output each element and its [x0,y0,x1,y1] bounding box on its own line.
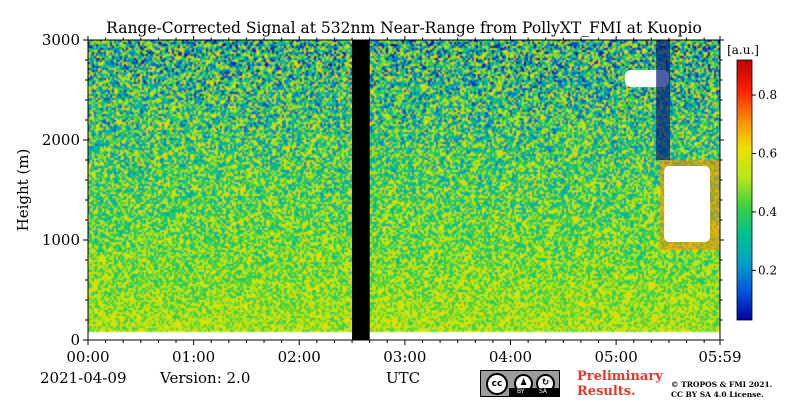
copyright-line-1: © TROPOS & FMI 2021. [671,380,773,389]
colorbar-tick-label: 0.6 [758,146,777,160]
y-tick-label: 3000 [42,31,80,49]
chart-title: Range-Corrected Signal at 532nm Near-Ran… [106,19,702,37]
y-tick-label: 0 [70,331,80,349]
x-tick-label: 05:00 [595,348,638,366]
x-tick-label: 02:00 [278,348,321,366]
cloud-layer-lower [664,166,710,242]
attenuated-column [656,40,671,160]
y-tick-label: 2000 [42,131,80,149]
cc-license-badge: cc ♟ ↻ BY SA [480,370,560,397]
x-tick-label: 04:00 [489,348,532,366]
x-axis-label: UTC [386,369,421,387]
version-label: Version: 2.0 [160,369,251,387]
preliminary-notice: Preliminary Results. [577,369,663,399]
colorbar-tick-label: 0.8 [758,88,777,102]
cc-icon: cc [486,373,508,395]
preliminary-line-1: Preliminary [577,369,663,384]
copyright-notice: © TROPOS & FMI 2021. CC BY SA 4.0 Licens… [671,380,772,400]
colorbar-tick-label: 0.2 [758,263,777,277]
date-label: 2021-04-09 [40,369,127,387]
sa-label: SA [539,388,548,395]
colorbar-tick-label: 0.4 [758,205,777,219]
cc-strip: BY SA [509,388,559,396]
x-tick-label: 00:00 [66,348,109,366]
y-tick-label: 1000 [42,231,80,249]
no-data-gap [352,40,370,340]
colorbar [736,59,753,321]
x-tick-label: 03:00 [383,348,426,366]
plot-frame [87,39,721,341]
copyright-line-2: CC BY SA 4.0 License. [671,390,764,399]
colorbar-label: [a.u.] [727,43,759,57]
by-label: BY [517,388,525,395]
y-axis-label: Height (m) [14,149,32,232]
preliminary-line-2: Results. [577,384,636,399]
x-tick-label: 05:59 [698,348,741,366]
x-tick-label: 01:00 [172,348,215,366]
signal-heatmap [88,40,720,340]
